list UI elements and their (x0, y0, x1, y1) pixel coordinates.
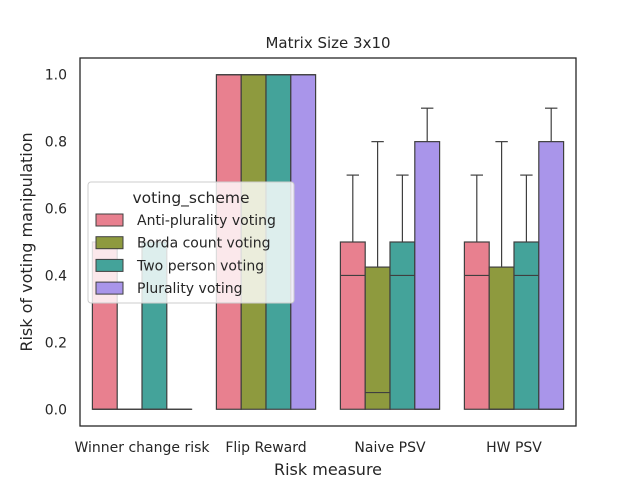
plot-area-frame (79, 57, 577, 427)
y-tick-label: 1.0 (45, 68, 67, 84)
y-tick-label: 0.2 (45, 335, 67, 351)
box-body (538, 141, 565, 410)
y-tick-label: 0.0 (45, 402, 67, 418)
legend-item: Two person voting (95, 258, 264, 274)
legend-swatch (95, 258, 124, 272)
box-2-3 (414, 107, 441, 410)
legend-label: Two person voting (136, 258, 264, 274)
legend-label: Anti-plurality voting (137, 213, 276, 229)
box-body (290, 74, 317, 410)
y-axis-label: Risk of voting manipulation (17, 132, 36, 351)
box-2-2 (389, 174, 416, 410)
x-tick-label: HW PSV (486, 440, 542, 456)
box-body (389, 241, 416, 410)
box-body (513, 241, 540, 410)
legend-items: Anti-plurality voting Borda count voting T… (95, 213, 276, 297)
legend-item: Plurality voting (95, 281, 243, 297)
x-tick-label: Flip Reward (225, 440, 306, 456)
y-tick-label: 0.8 (45, 135, 67, 151)
box-1-3 (290, 74, 317, 410)
box-body (463, 241, 490, 410)
legend: voting_scheme Anti-plurality voting Borda… (87, 181, 295, 304)
legend-label: Borda count voting (137, 236, 271, 252)
box-body (488, 266, 515, 410)
y-tick-labels: 0.0 0.2 0.4 0.6 0.8 1.0 (45, 68, 67, 419)
y-tick-label: 0.4 (45, 268, 67, 284)
box-3-1 (488, 141, 515, 410)
legend-item: Anti-plurality voting (95, 213, 276, 229)
box-2-0 (339, 174, 366, 410)
legend-item: Borda count voting (95, 236, 271, 252)
x-axis-label: Risk measure (274, 460, 382, 479)
legend-label: Plurality voting (137, 281, 243, 297)
box-body (414, 141, 441, 410)
box-3-2 (513, 174, 540, 410)
box-3-0 (463, 174, 490, 410)
y-tick-label: 0.6 (45, 202, 67, 218)
x-tick-labels: Winner change risk Flip Reward Naive PSV HW… (74, 440, 542, 456)
box-body (339, 241, 366, 410)
box-body (364, 266, 391, 410)
legend-box (87, 181, 295, 304)
legend-swatch (95, 281, 124, 295)
legend-swatch (95, 213, 124, 227)
x-tick-label: Naive PSV (354, 440, 426, 456)
box-3-3 (538, 107, 565, 410)
legend-title: voting_scheme (132, 189, 249, 208)
chart-title: Matrix Size 3x10 (265, 34, 390, 52)
x-tick-label: Winner change risk (74, 440, 210, 456)
legend-swatch (95, 236, 124, 250)
box-2-1 (364, 141, 391, 410)
